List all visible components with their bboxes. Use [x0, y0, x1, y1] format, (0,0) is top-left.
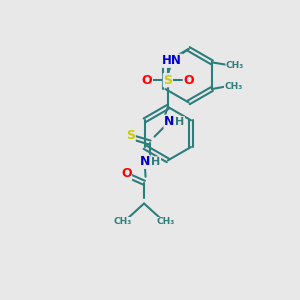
Text: S: S: [163, 74, 172, 87]
Text: S: S: [126, 129, 135, 142]
Text: H: H: [151, 157, 160, 167]
Text: N: N: [164, 115, 175, 128]
Text: O: O: [121, 167, 131, 180]
Text: O: O: [142, 74, 152, 87]
Text: HN: HN: [162, 54, 182, 67]
Text: CH₃: CH₃: [156, 218, 175, 226]
Text: CH₃: CH₃: [113, 218, 132, 226]
Text: CH₃: CH₃: [226, 61, 244, 70]
Text: O: O: [183, 74, 194, 87]
Text: N: N: [140, 155, 150, 168]
Text: CH₃: CH₃: [224, 82, 243, 91]
Text: H: H: [175, 117, 184, 127]
